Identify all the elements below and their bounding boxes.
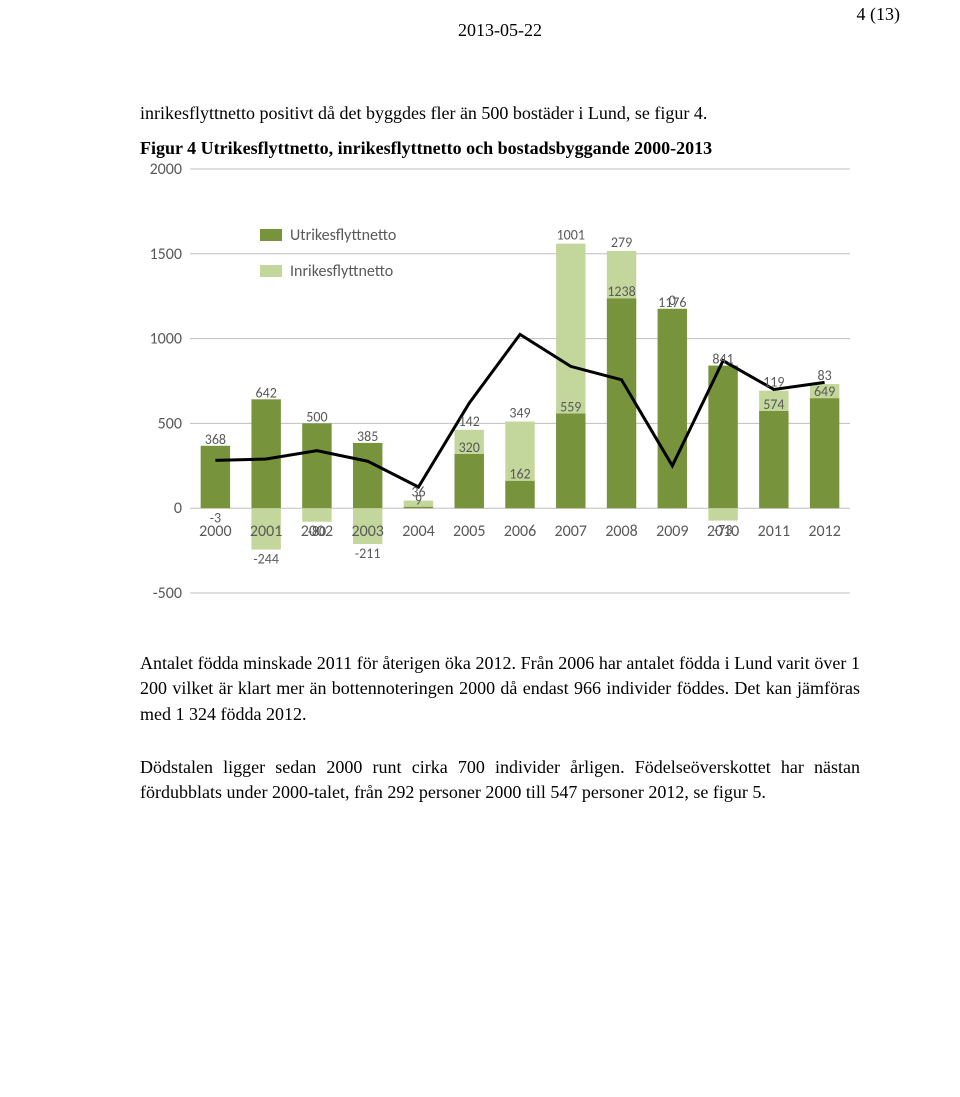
bar-utrikes bbox=[251, 400, 280, 509]
intro-paragraph: inrikesflyttnetto positivt då det byggde… bbox=[140, 101, 860, 126]
page-number: 4 (13) bbox=[857, 4, 901, 25]
value-label-inrikes: 142 bbox=[459, 413, 480, 430]
bar-utrikes bbox=[556, 414, 585, 509]
svg-text:500: 500 bbox=[158, 415, 182, 434]
x-tick-label: 2002 bbox=[301, 522, 333, 541]
x-tick-label: 2003 bbox=[351, 522, 383, 541]
x-tick-label: 2004 bbox=[402, 522, 434, 541]
svg-text:2000: 2000 bbox=[150, 163, 182, 179]
value-label-inrikes: -244 bbox=[253, 551, 279, 568]
value-label-inrikes: 1001 bbox=[557, 227, 585, 244]
value-label-utrikes: 385 bbox=[357, 428, 378, 445]
value-label-inrikes: 279 bbox=[611, 234, 632, 251]
bar-utrikes bbox=[810, 398, 839, 508]
bar-utrikes bbox=[658, 309, 687, 508]
legend-swatch-inrikes bbox=[260, 265, 282, 277]
legend-label-utrikes: Utrikesflyttnetto bbox=[290, 226, 396, 245]
svg-text:1000: 1000 bbox=[150, 330, 182, 349]
legend-label-inrikes: Inrikesflyttnetto bbox=[290, 262, 393, 281]
header-date: 2013-05-22 bbox=[140, 20, 860, 41]
x-tick-label: 2007 bbox=[555, 522, 587, 541]
x-tick-label: 2006 bbox=[504, 522, 536, 541]
x-tick-label: 2011 bbox=[758, 522, 790, 541]
x-tick-label: 2012 bbox=[808, 522, 840, 541]
value-label-utrikes: 500 bbox=[306, 409, 327, 426]
figure-title: Figur 4 Utrikesflyttnetto, inrikesflyttn… bbox=[140, 138, 860, 159]
value-label-utrikes: 642 bbox=[256, 385, 277, 402]
bar-inrikes bbox=[201, 508, 230, 509]
svg-text:1500: 1500 bbox=[150, 245, 182, 264]
x-tick-label: 2009 bbox=[656, 522, 688, 541]
value-label-utrikes: 1238 bbox=[607, 283, 635, 300]
x-tick-label: 2010 bbox=[707, 522, 739, 541]
bar-inrikes bbox=[708, 508, 737, 520]
x-tick-label: 2008 bbox=[605, 522, 637, 541]
bar-inrikes bbox=[302, 508, 331, 522]
paragraph-2: Dödstalen ligger sedan 2000 runt cirka 7… bbox=[140, 755, 860, 805]
bar-inrikes bbox=[556, 244, 585, 414]
paragraph-1: Antalet födda minskade 2011 för återigen… bbox=[140, 651, 860, 727]
value-label-utrikes: 320 bbox=[459, 439, 480, 456]
value-label-utrikes: 162 bbox=[509, 466, 530, 483]
x-tick-label: 2001 bbox=[250, 522, 282, 541]
bar-utrikes bbox=[505, 481, 534, 508]
bar-utrikes bbox=[455, 454, 484, 508]
value-label-inrikes: 36 bbox=[411, 484, 425, 501]
bar-utrikes bbox=[759, 411, 788, 508]
value-label-utrikes: 841 bbox=[712, 351, 733, 368]
x-tick-label: 2005 bbox=[453, 522, 485, 541]
value-label-utrikes: 574 bbox=[763, 396, 784, 413]
legend-swatch-utrikes bbox=[260, 229, 282, 241]
figure-4-chart: -5000500100015002000368-3642-244500-8038… bbox=[140, 163, 860, 623]
value-label-inrikes: 349 bbox=[509, 405, 530, 422]
value-label-inrikes: 83 bbox=[818, 367, 832, 384]
svg-text:-500: -500 bbox=[153, 584, 182, 603]
value-label-inrikes: -211 bbox=[355, 545, 381, 562]
value-label-utrikes: 368 bbox=[205, 431, 226, 448]
value-label-inrikes: 119 bbox=[763, 374, 784, 391]
bar-utrikes bbox=[607, 298, 636, 508]
bar-utrikes bbox=[302, 424, 331, 509]
bar-utrikes bbox=[708, 366, 737, 509]
svg-text:0: 0 bbox=[174, 499, 182, 518]
value-label-inrikes: 0 bbox=[669, 292, 676, 309]
bar-utrikes bbox=[353, 443, 382, 508]
value-label-utrikes: 559 bbox=[560, 399, 581, 416]
value-label-utrikes: 649 bbox=[814, 383, 835, 400]
bar-utrikes bbox=[201, 446, 230, 508]
x-tick-label: 2000 bbox=[199, 522, 231, 541]
